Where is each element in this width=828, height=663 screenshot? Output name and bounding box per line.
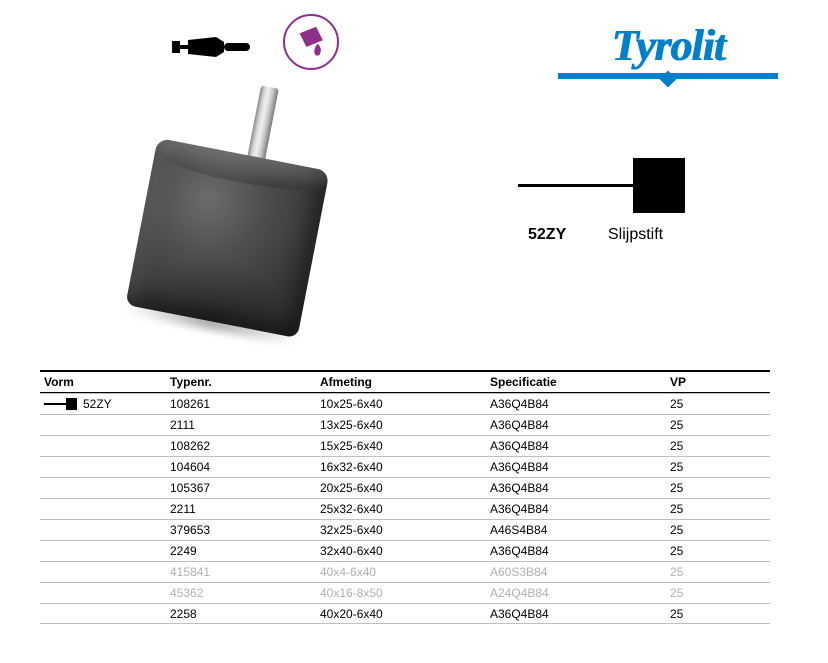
- table-row: 52ZY 10826110x25-6x40A36Q4B8425: [40, 393, 770, 414]
- table-row: 221125x32-6x40A36Q4B8425: [40, 498, 770, 519]
- table-row: 224932x40-6x40A36Q4B8425: [40, 540, 770, 561]
- table-row: 211113x25-6x40A36Q4B8425: [40, 414, 770, 435]
- cell-afmeting: 10x25-6x40: [320, 397, 490, 411]
- cell-typenr: 379653: [170, 523, 320, 537]
- table-row: 41584140x4-6x40A60S3B8425: [40, 561, 770, 582]
- schematic-head: [633, 158, 685, 213]
- cell-vp: 25: [670, 439, 750, 453]
- cell-specificatie: A36Q4B84: [490, 607, 670, 621]
- cell-specificatie: A36Q4B84: [490, 439, 670, 453]
- schematic-shaft: [518, 184, 633, 187]
- cell-typenr: 2111: [170, 418, 320, 432]
- cell-typenr: 415841: [170, 565, 320, 579]
- cell-typenr: 105367: [170, 481, 320, 495]
- cell-afmeting: 32x25-6x40: [320, 523, 490, 537]
- vorm-code: 52ZY: [83, 397, 112, 411]
- cell-typenr: 2258: [170, 607, 320, 621]
- cell-typenr: 2211: [170, 502, 320, 516]
- col-header-afmeting: Afmeting: [320, 375, 490, 389]
- cell-typenr: 2249: [170, 544, 320, 558]
- table-row: 37965332x25-6x40A46S4B8425: [40, 519, 770, 540]
- cell-vp: 25: [670, 544, 750, 558]
- cell-specificatie: A24Q4B84: [490, 586, 670, 600]
- cell-vp: 25: [670, 481, 750, 495]
- cell-specificatie: A36Q4B84: [490, 544, 670, 558]
- cell-afmeting: 40x16-8x50: [320, 586, 490, 600]
- table-header-row: Vorm Typenr. Afmeting Specificatie VP: [40, 370, 770, 393]
- cell-afmeting: 20x25-6x40: [320, 481, 490, 495]
- logo-diamond-icon: [660, 71, 677, 88]
- cell-typenr: 108262: [170, 439, 320, 453]
- table-row: 4536240x16-8x50A24Q4B8425: [40, 582, 770, 603]
- table-row: 10460416x32-6x40A36Q4B8425: [40, 456, 770, 477]
- cell-specificatie: A60S3B84: [490, 565, 670, 579]
- cell-afmeting: 13x25-6x40: [320, 418, 490, 432]
- schematic-name: Slijpstift: [608, 226, 663, 244]
- table-row: 10536720x25-6x40A36Q4B8425: [40, 477, 770, 498]
- logo-underline: [558, 73, 778, 79]
- top-section: Tyrolit 52ZY Slijpstift: [0, 0, 828, 335]
- cell-afmeting: 40x20-6x40: [320, 607, 490, 621]
- cell-specificatie: A36Q4B84: [490, 460, 670, 474]
- cell-vp: 25: [670, 397, 750, 411]
- cell-vorm: 52ZY: [40, 397, 170, 411]
- logo-text: Tyrolit: [558, 20, 778, 71]
- product-head: [125, 138, 329, 338]
- cell-typenr: 45362: [170, 586, 320, 600]
- table-row: 225840x20-6x40A36Q4B8425: [40, 603, 770, 624]
- table-row: 10826215x25-6x40A36Q4B8425: [40, 435, 770, 456]
- cell-specificatie: A36Q4B84: [490, 481, 670, 495]
- spec-table: Vorm Typenr. Afmeting Specificatie VP 52…: [40, 370, 770, 624]
- paint-bucket-icon: [283, 14, 339, 70]
- cell-vp: 25: [670, 607, 750, 621]
- vorm-symbol-icon: [44, 398, 77, 410]
- col-header-vorm: Vorm: [40, 375, 170, 389]
- cell-vp: 25: [670, 565, 750, 579]
- cell-afmeting: 15x25-6x40: [320, 439, 490, 453]
- cell-specificatie: A36Q4B84: [490, 502, 670, 516]
- col-header-vp: VP: [670, 375, 750, 389]
- table-body: 52ZY10826110x25-6x40A36Q4B8425211113x25-…: [40, 393, 770, 624]
- cell-vp: 25: [670, 418, 750, 432]
- cell-vp: 25: [670, 586, 750, 600]
- cell-afmeting: 32x40-6x40: [320, 544, 490, 558]
- cell-vp: 25: [670, 523, 750, 537]
- schematic-code: 52ZY: [528, 226, 566, 244]
- cell-afmeting: 40x4-6x40: [320, 565, 490, 579]
- cell-vp: 25: [670, 460, 750, 474]
- grinder-tool-icon: [172, 28, 252, 66]
- shape-schematic: 52ZY Slijpstift: [518, 150, 768, 240]
- cell-typenr: 108261: [170, 397, 320, 411]
- tyrolit-logo: Tyrolit: [558, 20, 778, 79]
- cell-afmeting: 25x32-6x40: [320, 502, 490, 516]
- col-header-typenr: Typenr.: [170, 375, 320, 389]
- cell-afmeting: 16x32-6x40: [320, 460, 490, 474]
- cell-specificatie: A46S4B84: [490, 523, 670, 537]
- cell-typenr: 104604: [170, 460, 320, 474]
- cell-specificatie: A36Q4B84: [490, 397, 670, 411]
- cell-vp: 25: [670, 502, 750, 516]
- cell-specificatie: A36Q4B84: [490, 418, 670, 432]
- col-header-specificatie: Specificatie: [490, 375, 670, 389]
- product-photo: [35, 25, 395, 335]
